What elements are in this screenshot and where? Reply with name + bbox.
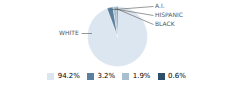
- html-text:3.2%: 3.2%: [97, 72, 116, 80]
- html-text:1.9%: 1.9%: [132, 72, 151, 80]
- svg-text:WHITE: WHITE: [59, 29, 79, 36]
- html-text:94.2%: 94.2%: [57, 72, 80, 80]
- svg-text:HISPANIC: HISPANIC: [155, 11, 183, 18]
- svg-text:A.I.: A.I.: [155, 2, 165, 9]
- svg-text:BLACK: BLACK: [155, 20, 176, 27]
- html-text:0.6%: 0.6%: [168, 72, 186, 80]
